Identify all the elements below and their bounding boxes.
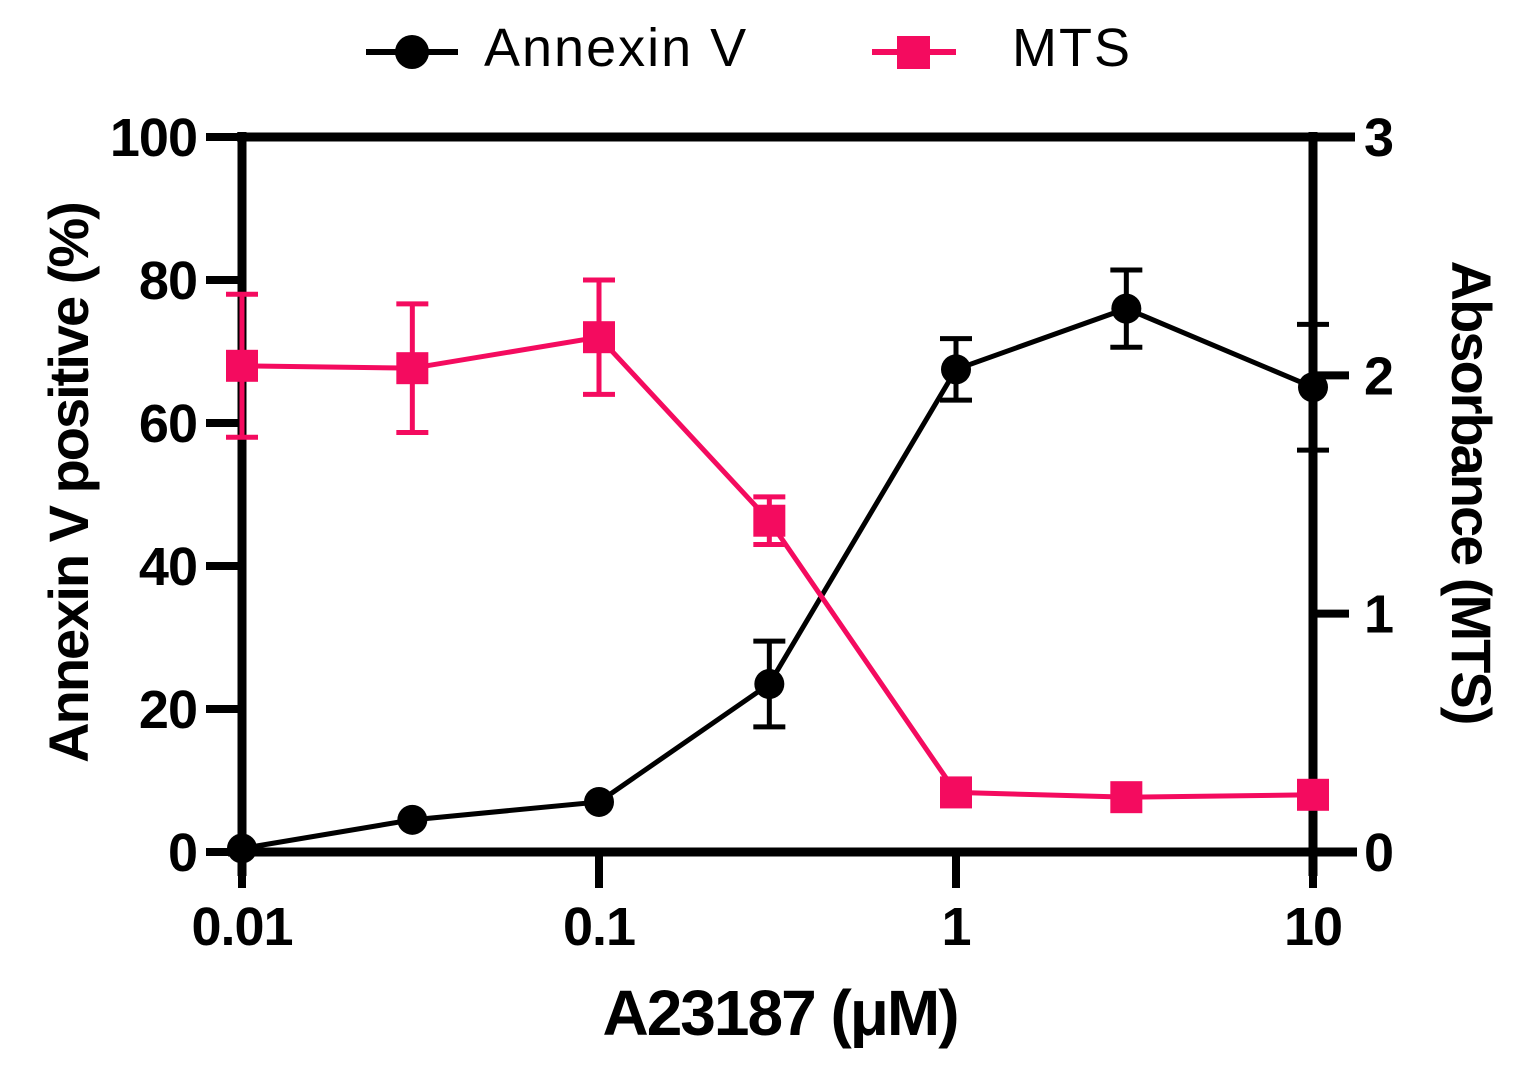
right-axis-title: Absorbance (MTS) bbox=[1440, 261, 1503, 724]
left-axis-title: Annexin V positive (%) bbox=[37, 203, 100, 763]
legend-item-annexin-v: Annexin V bbox=[366, 18, 748, 78]
x-axis-tick-labels: 0.01 0.1 1 10 bbox=[191, 897, 1343, 957]
right-tick-label: 3 bbox=[1364, 108, 1393, 168]
right-tick-label: 1 bbox=[1364, 585, 1393, 645]
square-marker-icon bbox=[1110, 781, 1143, 814]
plot-frame bbox=[228, 132, 1357, 876]
x-tick-label: 1 bbox=[941, 897, 970, 957]
x-tick-label: 0.1 bbox=[563, 897, 635, 957]
data-series bbox=[226, 267, 1329, 864]
left-tick-label: 40 bbox=[139, 537, 197, 597]
square-marker-icon bbox=[753, 504, 786, 537]
square-marker-icon bbox=[1297, 778, 1329, 811]
square-marker-icon bbox=[897, 36, 930, 69]
series-mts bbox=[226, 277, 1329, 814]
circle-marker-icon bbox=[1298, 372, 1328, 403]
left-tick-label: 80 bbox=[139, 251, 197, 311]
circle-marker-icon bbox=[584, 786, 614, 817]
right-tick-label: 0 bbox=[1364, 823, 1393, 883]
circle-marker-icon bbox=[1111, 293, 1142, 324]
left-tick-label: 0 bbox=[168, 823, 197, 883]
circle-marker-icon bbox=[395, 35, 429, 69]
legend-item-mts: MTS bbox=[872, 18, 1132, 78]
left-axis-ticks bbox=[206, 133, 242, 856]
square-marker-icon bbox=[226, 349, 258, 382]
annexin-v-line bbox=[241, 305, 1314, 851]
circle-marker-icon bbox=[397, 804, 428, 835]
right-axis-ticks bbox=[1313, 133, 1349, 856]
square-marker-icon bbox=[583, 321, 615, 354]
x-axis-ticks bbox=[238, 852, 1317, 888]
legend-label-annexin-v: Annexin V bbox=[484, 18, 748, 78]
circle-marker-icon bbox=[754, 668, 785, 699]
circle-marker-icon bbox=[941, 354, 971, 385]
square-marker-icon bbox=[396, 352, 429, 385]
x-tick-label: 0.01 bbox=[191, 897, 292, 957]
left-tick-label: 100 bbox=[110, 108, 197, 168]
left-tick-label: 60 bbox=[139, 394, 197, 454]
right-tick-label: 2 bbox=[1364, 346, 1393, 406]
right-axis-tick-labels: 0 1 2 3 bbox=[1364, 108, 1394, 883]
series-annexin-v bbox=[227, 267, 1329, 864]
square-marker-icon bbox=[940, 776, 972, 809]
x-tick-label: 10 bbox=[1284, 897, 1342, 957]
circle-marker-icon bbox=[227, 833, 257, 864]
legend: Annexin V MTS bbox=[366, 18, 1132, 78]
x-axis-title: A23187 (μM) bbox=[602, 977, 957, 1049]
left-axis-tick-labels: 0 20 40 60 80 100 bbox=[110, 108, 198, 883]
left-tick-label: 20 bbox=[139, 680, 197, 740]
legend-label-mts: MTS bbox=[1012, 18, 1132, 78]
